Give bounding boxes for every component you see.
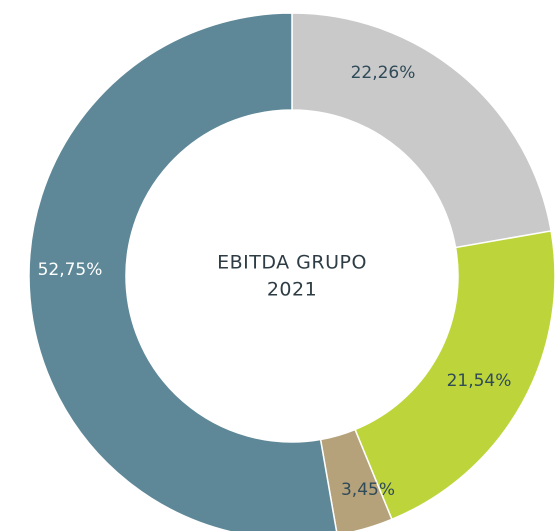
slices bbox=[28, 12, 556, 531]
center-title: 2021 bbox=[267, 279, 317, 301]
center-title: EBITDA GRUPO bbox=[217, 252, 367, 274]
slice bbox=[354, 230, 556, 521]
slice bbox=[291, 12, 552, 249]
labels: 22,26% 21,54% 3,45% 52,75% bbox=[38, 63, 512, 500]
value-label: 52,75% bbox=[38, 260, 103, 280]
value-label: 21,54% bbox=[447, 371, 512, 391]
value-label: 22,26% bbox=[351, 63, 416, 83]
value-label: 3,45% bbox=[341, 480, 395, 500]
slice bbox=[28, 12, 338, 531]
